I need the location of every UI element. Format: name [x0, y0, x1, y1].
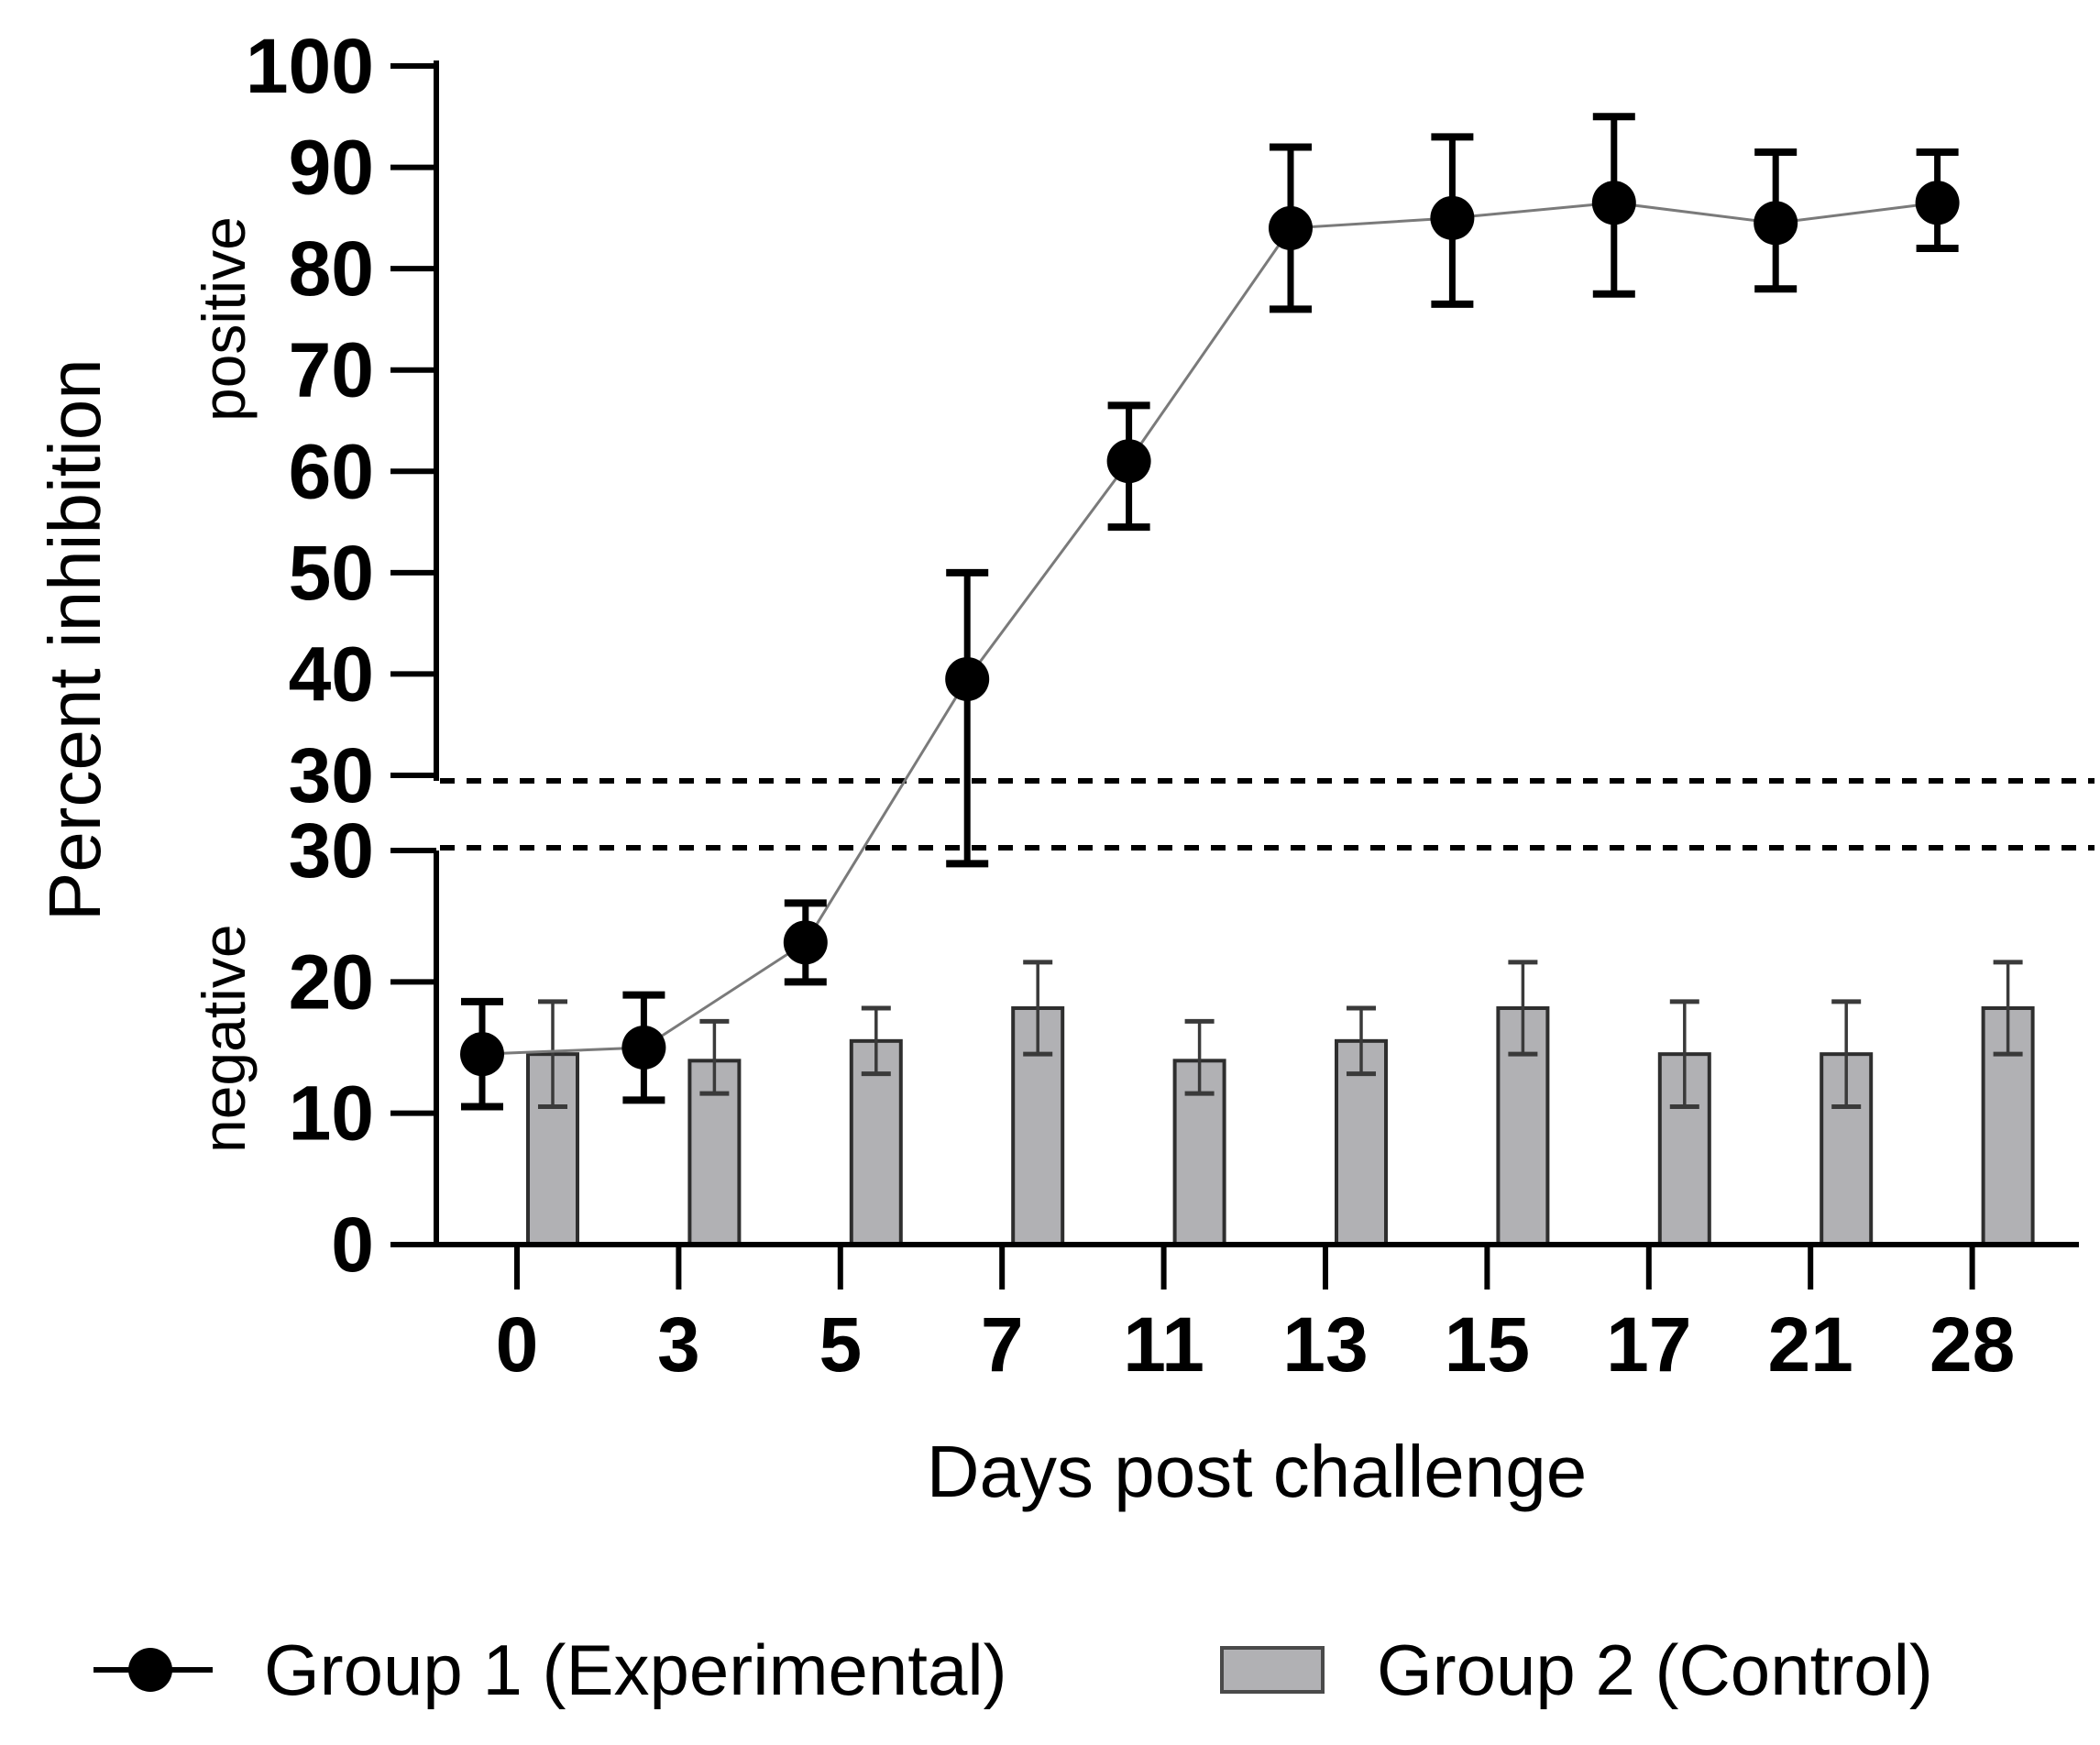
- legend-label-group1: Group 1 (Experimental): [264, 1629, 1007, 1710]
- data-point: [783, 920, 828, 965]
- x-tick-label: 15: [1445, 1301, 1530, 1388]
- y-tick-label-positive: 50: [289, 530, 374, 616]
- data-point: [1269, 205, 1313, 250]
- x-tick-label: 28: [1930, 1301, 2015, 1388]
- data-point: [1915, 181, 1960, 225]
- y-axis-title: Percent inhibition: [34, 358, 115, 921]
- y-tick-label-negative: 10: [289, 1070, 374, 1157]
- y-tick-label-positive: 80: [289, 225, 374, 312]
- x-tick-label: 0: [496, 1301, 539, 1388]
- y-tick-label-positive: 90: [289, 125, 374, 211]
- x-tick-label: 21: [1767, 1301, 1853, 1388]
- data-point: [621, 1026, 666, 1070]
- data-point: [1591, 181, 1636, 225]
- y-tick-label-negative: 20: [289, 938, 374, 1025]
- x-tick-label: 13: [1282, 1301, 1368, 1388]
- top-panel-label: positive: [190, 216, 258, 422]
- y-tick-label-negative: 0: [331, 1202, 374, 1288]
- group1-marker-icon: [93, 1648, 213, 1692]
- legend-item-group2: Group 2 (Control): [1219, 1630, 1933, 1710]
- bottom-panel-label: negative: [190, 924, 258, 1153]
- data-point: [1430, 195, 1475, 240]
- series-line: [481, 201, 1938, 1056]
- data-point: [945, 656, 990, 701]
- y-tick-label-positive: 40: [289, 631, 374, 717]
- x-tick-label: 17: [1606, 1301, 1691, 1388]
- legend-item-group1: Group 1 (Experimental): [93, 1630, 1007, 1710]
- data-point: [1106, 439, 1151, 484]
- x-axis-title: Days post challenge: [926, 1431, 1588, 1512]
- x-tick-label: 7: [981, 1301, 1024, 1388]
- data-point: [460, 1032, 504, 1077]
- x-tick-label: 5: [819, 1301, 862, 1388]
- y-tick-label-positive: 100: [246, 23, 374, 109]
- x-tick-label: 11: [1123, 1301, 1204, 1388]
- group2-marker-icon: [1220, 1646, 1325, 1694]
- y-tick-label-positive: 60: [289, 428, 374, 514]
- legend-label-group2: Group 2 (Control): [1377, 1629, 1933, 1710]
- data-point: [1754, 201, 1798, 246]
- y-tick-label-negative: 30: [289, 807, 374, 894]
- y-tick-label-positive: 70: [289, 327, 374, 413]
- y-tick-label-positive: 30: [289, 732, 374, 818]
- x-tick-label: 3: [657, 1301, 700, 1388]
